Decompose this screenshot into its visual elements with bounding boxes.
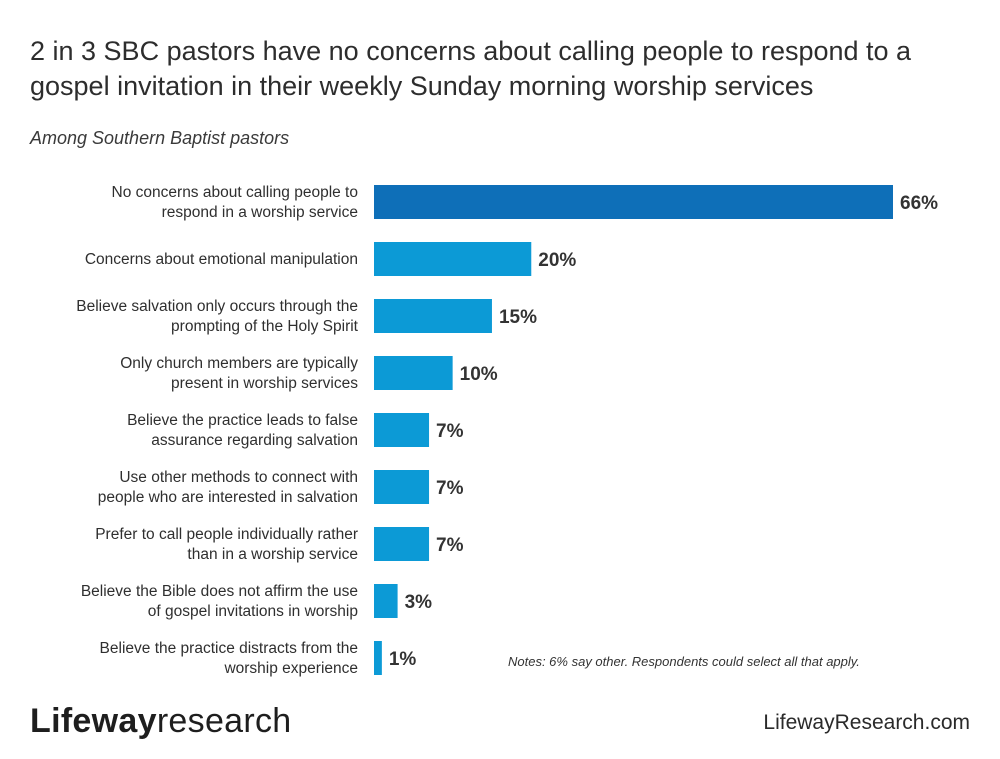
bar-2 (374, 242, 532, 276)
bar-7 (374, 527, 430, 561)
bar-6 (374, 470, 430, 504)
value-label-5: 7% (436, 421, 464, 442)
bar-1 (374, 185, 893, 219)
bar-9 (374, 641, 382, 675)
category-label-2: Concerns about emotional manipulation (85, 251, 358, 268)
value-label-4: 10% (460, 364, 498, 385)
chart-subtitle: Among Southern Baptist pastors (30, 128, 290, 148)
bar-3 (374, 299, 492, 333)
bar-8 (374, 584, 398, 618)
category-label-4: Only church members are typically present… (120, 355, 358, 392)
logo-brand: Lifeway (30, 702, 157, 740)
bar-chart: 66% No concerns about calling people to re… (76, 184, 938, 677)
value-label-7: 7% (436, 535, 464, 556)
category-label-9: Believe the practice distracts from the w… (100, 640, 358, 677)
value-label-9: 1% (389, 649, 417, 670)
category-label-1: No concerns about calling people to respo… (112, 184, 358, 221)
website-url: LifewayResearch.com (763, 711, 970, 734)
bar-4 (374, 356, 453, 390)
category-label-6: Use other methods to connect with people … (98, 469, 358, 506)
value-label-2: 20% (538, 250, 576, 271)
logo-word: research (156, 702, 292, 740)
lifeway-research-logo: Lifewayresearch (30, 702, 292, 741)
value-label-6: 7% (436, 478, 464, 499)
category-label-5: Believe the practice leads to false assur… (127, 412, 358, 449)
chart-notes: Notes: 6% say other. Respondents could s… (508, 654, 860, 669)
value-label-8: 3% (405, 592, 433, 613)
chart-title: 2 in 3 SBC pastors have no concerns abou… (30, 36, 912, 101)
category-label-7: Prefer to call people individually rathe… (95, 526, 358, 563)
value-label-1: 66% (900, 193, 938, 214)
category-label-8: Believe the Bible does not affirm the us… (81, 583, 358, 620)
bar-5 (374, 413, 430, 447)
category-label-3: Believe salvation only occurs through th… (76, 298, 358, 335)
value-label-3: 15% (499, 307, 537, 328)
